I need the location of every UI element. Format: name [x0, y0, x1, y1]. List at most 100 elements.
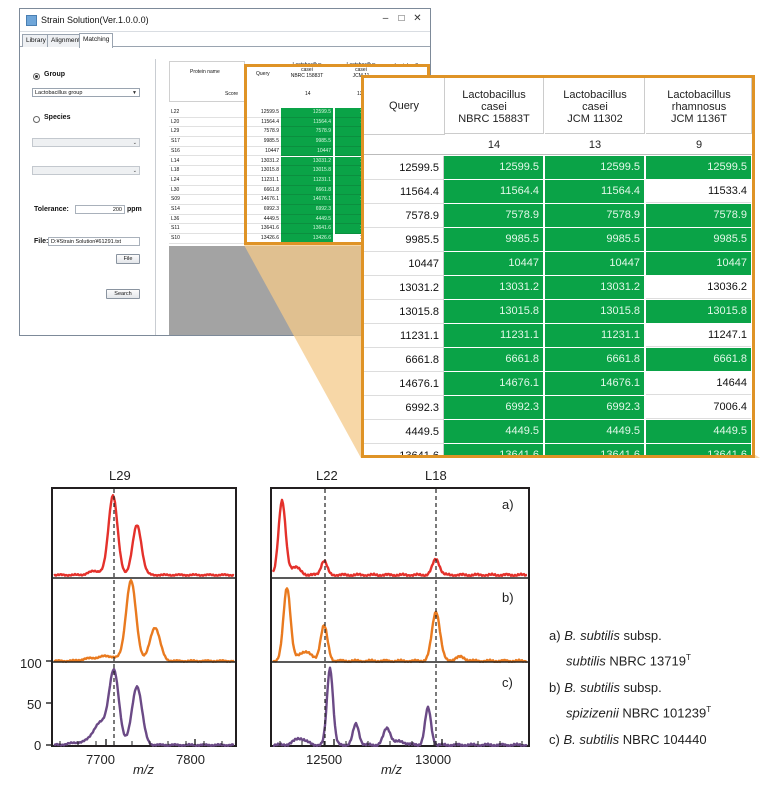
unmatched-value-cell: 7006.4	[646, 396, 751, 419]
matched-value-cell: 9985.5	[444, 228, 543, 251]
matched-value-cell: 12599.5	[545, 156, 644, 179]
legend-line2: spizizenii NBRC 101239T	[549, 699, 771, 724]
chevron-down-icon: ⌄	[132, 168, 137, 174]
matched-value-cell: 14676.1	[444, 372, 543, 395]
small-value-cell: 13015.8	[281, 166, 333, 176]
legend-line2: subtilis NBRC 13719T	[549, 647, 771, 672]
matched-value-cell: 7578.9	[444, 204, 543, 227]
species-select-1[interactable]: ⌄	[32, 138, 140, 147]
tab-matching[interactable]: Matching	[79, 33, 114, 48]
column-header-line: Lactobacillus	[563, 89, 627, 101]
query-cell: 6992.3	[364, 396, 444, 420]
matched-value-cell: 13641.6	[444, 444, 543, 455]
unmatched-value-cell: 14644	[646, 372, 751, 395]
file-button[interactable]: File	[116, 254, 140, 264]
query-cell: 6661.8	[364, 348, 444, 372]
small-protein-cell: L29	[169, 127, 245, 138]
query-cell: 14676.1	[364, 372, 444, 396]
matched-value-cell: 11564.4	[545, 180, 644, 203]
matched-value-cell: 12599.5	[646, 156, 751, 179]
small-protein-cell: L14	[169, 156, 245, 167]
chevron-down-icon: ▼	[132, 90, 137, 96]
column-score: 13	[588, 139, 602, 151]
close-icon[interactable]: ✕	[413, 13, 422, 24]
spectrum-left-b	[53, 579, 235, 663]
tolerance-input[interactable]: 200	[75, 205, 125, 214]
small-query-cell: 14676.1	[245, 195, 281, 205]
group-radio[interactable]	[33, 73, 40, 80]
species-label: Species	[44, 114, 71, 121]
column-header-2: Lactobacillus casei JCM 11302	[545, 78, 645, 134]
legend-entry: c) B. subtilis NBRC 104440	[549, 729, 771, 751]
matched-value-cell: 10447	[545, 252, 644, 275]
score-header: Score	[225, 91, 239, 97]
tolerance-unit: ppm	[127, 206, 142, 213]
y-tick-0: 0	[34, 738, 42, 753]
small-protein-cell: S16	[169, 146, 245, 157]
species-radio[interactable]	[33, 116, 40, 123]
legend-line1: b) B. subtilis subsp.	[549, 677, 771, 699]
matched-value-cell: 13641.6	[646, 444, 751, 455]
spectra-plot	[46, 489, 529, 747]
matched-value-cell: 10447	[444, 252, 543, 275]
matched-value-cell: 4449.5	[646, 420, 751, 443]
minimize-icon[interactable]: –	[382, 13, 389, 24]
small-protein-cell: S09	[169, 195, 245, 205]
query-cell: 10447	[364, 252, 444, 276]
spectra-panel-left	[51, 487, 237, 747]
row-label-c: c)	[502, 675, 513, 690]
species-select-2[interactable]: ⌄	[32, 166, 140, 175]
column-header-line: casei	[582, 101, 608, 113]
legend-type-strain-mark: T	[685, 653, 691, 662]
query-cell: 11564.4	[364, 180, 444, 204]
group-label: Group	[44, 71, 65, 78]
group-select[interactable]: Lactobacillus group ▼	[32, 88, 140, 97]
small-col2-line2: casei	[355, 67, 367, 74]
legend-strain: NBRC 13719	[605, 653, 686, 669]
query-cell: 13641.6	[364, 444, 444, 455]
maximize-icon[interactable]: □	[398, 13, 405, 24]
query-cell: 12599.5	[364, 156, 444, 180]
query-cell: 9985.5	[364, 228, 444, 252]
matched-value-cell: 6992.3	[444, 396, 543, 419]
query-cell: 13031.2	[364, 276, 444, 300]
small-query-cell: 11564.4	[245, 117, 281, 128]
search-button[interactable]: Search	[106, 289, 140, 299]
query-cell: 7578.9	[364, 204, 444, 228]
small-protein-cell: L24	[169, 175, 245, 186]
peak-label-l29: L29	[109, 468, 131, 483]
small-value-cell: 13031.2	[281, 156, 333, 167]
legend-entry: a) B. subtilis subsp. subtilis NBRC 13719…	[549, 625, 771, 672]
small-query-cell: 12599.5	[245, 108, 281, 118]
matched-value-cell: 4449.5	[545, 420, 644, 443]
legend-prefix: c)	[549, 732, 560, 747]
legend-species: B. subtilis	[564, 680, 620, 695]
legend-type-strain-mark: T	[706, 705, 712, 714]
matched-value-cell: 4449.5	[444, 420, 543, 443]
matched-value-cell: 13031.2	[444, 276, 543, 299]
small-query-cell: 6661.8	[245, 185, 281, 196]
matched-value-cell: 6661.8	[545, 348, 644, 371]
x-tick-13000: 13000	[415, 752, 452, 767]
matched-value-cell: 13031.2	[545, 276, 644, 299]
file-path-input[interactable]: D:¥Strain Solution¥61291.txt	[48, 237, 140, 246]
small-protein-cell: L18	[169, 166, 245, 176]
file-label: File:	[34, 238, 49, 245]
tolerance-label: Tolerance:	[34, 206, 69, 213]
legend-subspecies: spizizenii	[566, 705, 619, 721]
spectrum-left-c	[53, 667, 235, 747]
group-select-value: Lactobacillus group	[35, 90, 83, 96]
spectrum-right-a	[271, 498, 528, 577]
x-tick-7700: 7700	[86, 752, 115, 767]
spectrum-right-c	[272, 666, 528, 747]
legend-subsp: subsp.	[619, 628, 662, 643]
matched-value-cell: 9985.5	[545, 228, 644, 251]
column-score: 14	[487, 139, 501, 151]
y-tick-50: 50	[27, 697, 42, 712]
small-protein-cell: S11	[169, 224, 245, 235]
small-value-cell: 10447	[281, 146, 333, 157]
column-header-3: Lactobacillus rhamnosus JCM 1136T	[646, 78, 752, 134]
chevron-down-icon: ⌄	[132, 140, 137, 146]
peak-label-l18: L18	[425, 468, 447, 483]
query-header: Query	[389, 100, 419, 112]
